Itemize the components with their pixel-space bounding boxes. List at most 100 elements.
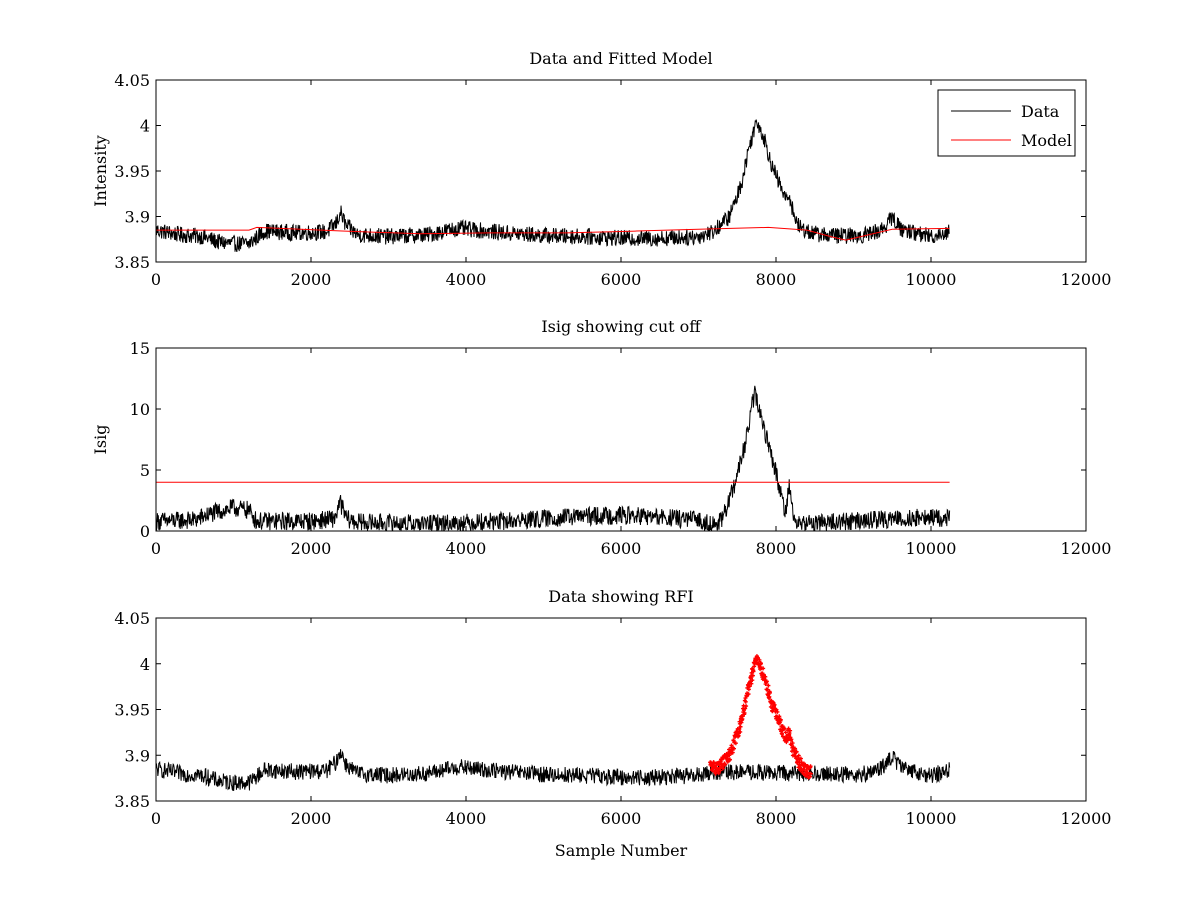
rfi-marker	[774, 707, 779, 712]
rfi-marker	[767, 690, 772, 695]
plot-area	[156, 385, 951, 531]
y-tick-label: 3.85	[114, 792, 150, 811]
x-tick-label: 2000	[291, 809, 332, 828]
y-tick-label: 3.85	[114, 253, 150, 272]
rfi-marker	[807, 774, 812, 779]
plot-area	[156, 119, 950, 253]
rfi-marker	[775, 709, 780, 714]
x-tick-label: 0	[151, 539, 161, 558]
rfi-marker	[808, 771, 813, 776]
x-tick-label: 8000	[756, 809, 797, 828]
rfi-marker	[783, 730, 788, 735]
y-tick-label: 3.9	[125, 746, 150, 765]
x-tick-label: 0	[151, 270, 161, 289]
x-tick-label: 10000	[906, 539, 957, 558]
legend: Data Model	[937, 89, 1076, 157]
rfi-marker	[793, 746, 798, 751]
chart-title: Data and Fitted Model	[529, 49, 712, 68]
rfi-marker	[746, 687, 751, 692]
chart-title: Isig showing cut off	[541, 317, 702, 336]
rfi-marker	[742, 710, 747, 715]
rfi-marker	[790, 741, 795, 746]
rfi-marker	[766, 683, 771, 688]
y-axis-label: Intensity	[91, 135, 110, 207]
rfi-marker	[788, 728, 793, 733]
rfi-marker	[780, 732, 785, 737]
y-tick-label: 10	[130, 400, 150, 419]
rfi-marker	[727, 757, 732, 762]
x-tick-label: 2000	[291, 539, 332, 558]
rfi-marker	[716, 771, 721, 776]
rfi-marker	[808, 764, 813, 769]
rfi-marker	[729, 743, 734, 748]
chart-top: Data and Fitted Model 0 2000 4000 6000 8000 10…	[91, 49, 1111, 289]
rfi-marker	[738, 729, 743, 734]
x-axis-label: Sample Number	[555, 841, 688, 860]
rfi-marker	[778, 717, 783, 722]
x-tick-label: 10000	[906, 809, 957, 828]
axes-box	[155, 347, 1087, 532]
rfi-marker	[798, 756, 803, 761]
y-axis-label: Isig	[91, 425, 110, 455]
rfi-marker	[751, 669, 756, 674]
rfi-marker	[782, 726, 787, 731]
rfi-marker	[718, 768, 723, 773]
chart-bot: Data showing RFI 0 2000 4000 6000 8000 10000 12…	[114, 587, 1111, 860]
y-tick-label: 4.05	[114, 609, 150, 628]
x-tick-label: 12000	[1061, 539, 1112, 558]
x-tick-label: 6000	[601, 270, 642, 289]
rfi-marker	[737, 727, 742, 732]
x-tick-label: 0	[151, 809, 161, 828]
rfi-marker	[757, 657, 762, 662]
y-tick-label: 15	[130, 339, 150, 358]
rfi-marker	[746, 692, 751, 697]
x-tick-label: 6000	[601, 809, 642, 828]
x-tick-label: 4000	[446, 539, 487, 558]
y-tick-label: 3.95	[114, 701, 150, 720]
y-tick-label: 3.9	[125, 208, 150, 227]
y-tick-label: 4	[140, 117, 150, 136]
legend-label-model: Model	[1021, 131, 1072, 150]
x-tick-label: 12000	[1061, 270, 1112, 289]
x-tick-label: 4000	[446, 809, 487, 828]
x-tick-label: 2000	[291, 270, 332, 289]
rfi-marker	[750, 673, 755, 678]
y-tick-label: 0	[140, 522, 150, 541]
rfi-marker	[744, 704, 749, 709]
rfi-marker	[758, 661, 763, 666]
series-line-model	[156, 226, 950, 241]
x-tick-label: 8000	[756, 539, 797, 558]
rfi-marker	[723, 762, 728, 767]
series-line-data	[156, 385, 951, 531]
rfi-markers	[708, 654, 813, 780]
rfi-marker	[755, 655, 760, 660]
chart-title: Data showing RFI	[548, 587, 693, 606]
y-tick-label: 4	[140, 655, 150, 674]
rfi-marker	[767, 694, 772, 699]
x-tick-label: 10000	[906, 270, 957, 289]
series-line-data	[156, 749, 951, 791]
legend-label-data: Data	[1021, 102, 1060, 121]
series-line-data	[156, 119, 950, 253]
rfi-marker	[772, 702, 777, 707]
x-tick-label: 8000	[756, 270, 797, 289]
rfi-marker	[730, 750, 735, 755]
rfi-marker	[761, 666, 766, 671]
rfi-marker	[727, 753, 732, 758]
rfi-marker	[763, 674, 768, 679]
rfi-marker	[743, 699, 748, 704]
rfi-marker	[794, 749, 799, 754]
y-tick-label: 4.05	[114, 71, 150, 90]
legend-box	[937, 89, 1076, 157]
rfi-marker	[749, 681, 754, 686]
x-tick-label: 6000	[601, 539, 642, 558]
rfi-marker	[764, 679, 769, 684]
rfi-marker	[711, 760, 716, 765]
x-tick-label: 4000	[446, 270, 487, 289]
plot-area	[156, 654, 951, 791]
rfi-marker	[796, 753, 801, 758]
rfi-marker	[750, 678, 755, 683]
rfi-marker	[789, 737, 794, 742]
